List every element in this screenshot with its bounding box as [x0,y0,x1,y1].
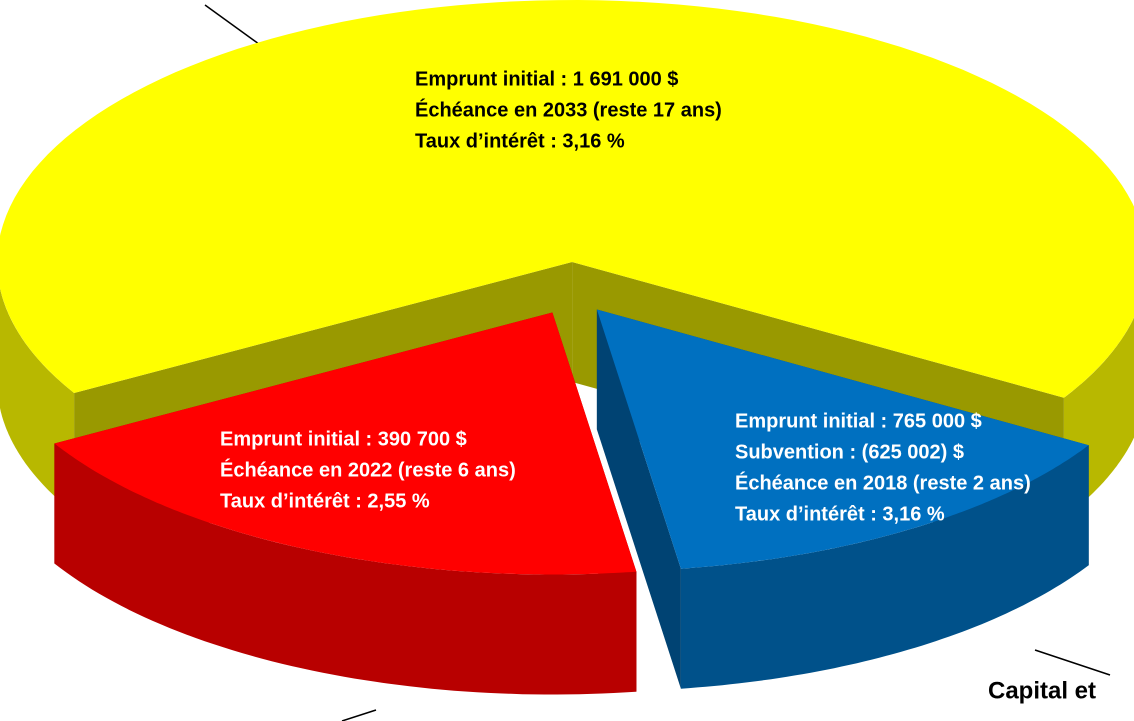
leader-line [341,709,377,721]
slice-label: Taux d’intérêt : 3,16 % [415,130,625,152]
slice-label: Échéance en 2033 (reste 17 ans) [415,98,722,121]
slice-label: Échéance en 2018 (reste 2 ans) [735,471,1031,494]
leader-line [1034,649,1111,676]
slice-cut-face [596,309,681,689]
slice-label: Échéance en 2022 (reste 6 ans) [220,458,516,481]
slice-label: Taux d’intérêt : 2,55 % [220,490,430,512]
annotation: Capital et [988,677,1096,704]
slice-label: Subvention : (625 002) $ [735,441,964,463]
slice-label: Taux d’intérêt : 3,16 % [735,503,945,525]
slice-label: Emprunt initial : 765 000 $ [735,410,982,432]
slice-label: Emprunt initial : 1 691 000 $ [415,68,678,90]
slice-label: Emprunt initial : 390 700 $ [220,428,467,450]
slice-side [54,443,637,695]
slice [54,312,637,575]
slice [0,0,1134,398]
slice-side [680,445,1089,689]
slice [596,309,1089,569]
